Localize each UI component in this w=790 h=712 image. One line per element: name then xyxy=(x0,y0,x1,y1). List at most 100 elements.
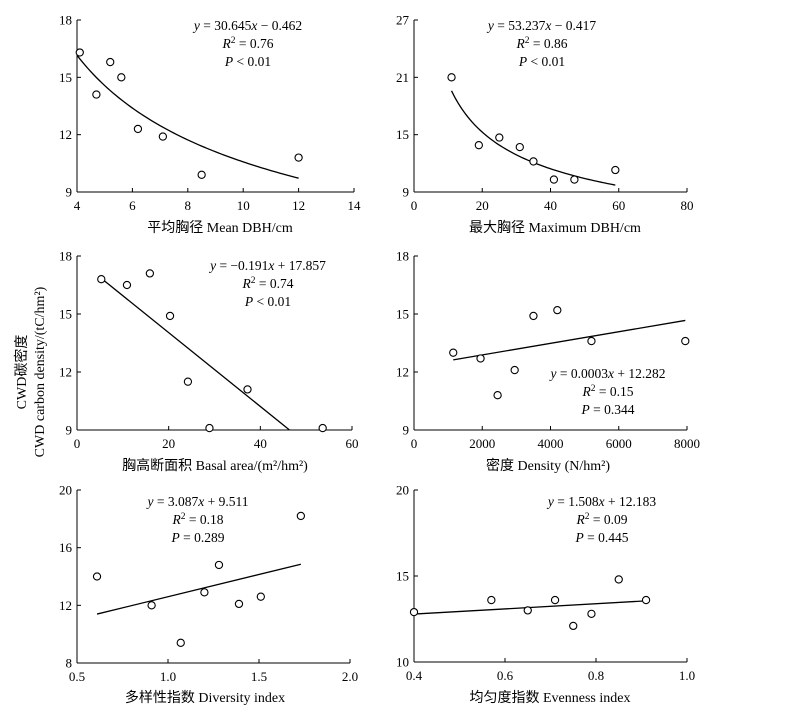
data-point xyxy=(256,592,265,601)
x-axis-label: 均匀度指数 Evenness index xyxy=(470,690,631,706)
data-point xyxy=(117,73,126,82)
data-point xyxy=(234,599,244,609)
p-value-text: P = 0.445 xyxy=(575,530,629,545)
x-tick-label: 2000 xyxy=(469,436,495,451)
x-tick-label: 60 xyxy=(612,198,625,213)
x-tick-label: 20 xyxy=(476,198,489,213)
data-point xyxy=(476,354,485,363)
x-tick-label: 6000 xyxy=(606,436,632,451)
x-tick-label: 20 xyxy=(162,436,175,451)
data-point xyxy=(200,588,209,597)
data-point xyxy=(294,153,303,162)
fit-line xyxy=(96,563,302,615)
equation-text: y = 0.0003x + 12.282 xyxy=(549,366,666,381)
data-point xyxy=(614,575,623,584)
x-tick-label: 2.0 xyxy=(342,669,358,684)
p-value-text: P < 0.01 xyxy=(224,54,271,69)
x-tick-label: 0.6 xyxy=(497,668,514,683)
data-point xyxy=(529,311,538,321)
data-point xyxy=(474,141,483,150)
panel-6: 10 15 20 0.4 0.6 0.8 1.0 y = 1.508x + 12.183 R2 … xyxy=(396,483,695,707)
data-point xyxy=(296,511,306,521)
p-value-text: P = 0.344 xyxy=(581,402,635,417)
y-tick-label: 9 xyxy=(66,423,73,438)
x-axis-label: 最大胸径 Maximum DBH/cm xyxy=(469,220,641,236)
x-tick-label: 0.8 xyxy=(588,668,604,683)
x-tick-label: 1.0 xyxy=(160,669,176,684)
x-tick-label: 40 xyxy=(254,436,267,451)
y-tick-label: 18 xyxy=(59,249,72,264)
fit-curve xyxy=(76,54,299,179)
x-tick-label: 0 xyxy=(74,436,81,451)
data-point xyxy=(587,336,596,346)
x-axis-label: 胸高断面积 Basal area/(m²/hm²) xyxy=(122,457,308,474)
equation-text: y = 30.645x − 0.462 xyxy=(192,18,302,33)
data-point xyxy=(176,638,185,647)
data-point xyxy=(549,175,559,184)
x-tick-label: 80 xyxy=(681,198,694,213)
x-tick-label: 40 xyxy=(544,198,557,213)
x-tick-label: 0.5 xyxy=(69,669,85,684)
x-axis-label: 密度 Density (N/hm²) xyxy=(486,457,610,474)
data-point xyxy=(214,560,224,570)
regression-annotation: y = 1.508x + 12.183 R2 = 0.09 P = 0.445 xyxy=(546,494,656,545)
data-point xyxy=(587,609,596,618)
x-tick-label: 8000 xyxy=(674,436,700,451)
regression-annotation: y = 3.087x + 9.511 R2 = 0.18 P = 0.289 xyxy=(146,494,249,545)
y-tick-label: 12 xyxy=(59,365,72,380)
fit-line xyxy=(99,276,290,431)
data-point xyxy=(515,142,524,152)
y-tick-label: 12 xyxy=(59,598,72,613)
x-tick-label: 1.0 xyxy=(679,668,695,683)
data-point xyxy=(529,157,538,166)
y-tick-label: 12 xyxy=(59,127,72,142)
data-point xyxy=(106,57,115,67)
data-point xyxy=(318,423,327,433)
data-point xyxy=(243,385,252,394)
data-point xyxy=(409,607,419,617)
y-tick-label: 9 xyxy=(66,185,73,200)
y-tick-label: 8 xyxy=(66,656,73,671)
x-tick-label: 4000 xyxy=(538,436,564,451)
fit-line xyxy=(453,319,686,361)
regression-annotation: y = 53.237x − 0.417 R2 = 0.86 P < 0.01 xyxy=(486,18,596,69)
shared-y-axis-label: CWD碳密度 CWD carbon density/(tC/hm²) xyxy=(13,286,48,457)
equation-text: y = −0.191x + 17.857 xyxy=(208,258,326,273)
data-point xyxy=(681,336,690,346)
x-tick-label: 1.5 xyxy=(251,669,267,684)
x-axis-label: 平均胸径 Mean DBH/cm xyxy=(147,220,293,236)
data-point xyxy=(553,305,562,315)
r2-text: R2 = 0.09 xyxy=(576,512,628,527)
r2-text: R2 = 0.86 xyxy=(516,36,568,51)
data-point xyxy=(92,572,102,581)
y-tick-label: 12 xyxy=(396,365,409,380)
data-point xyxy=(611,165,620,175)
p-value-text: P < 0.01 xyxy=(244,294,291,309)
data-point xyxy=(147,601,156,610)
x-tick-label: 0 xyxy=(411,198,418,213)
panel-4: 9 12 15 18 0 2000 4000 6000 8000 y = 0.0003x + 12… xyxy=(396,249,700,475)
data-point xyxy=(447,73,456,82)
data-point xyxy=(493,391,502,400)
y-tick-label: 15 xyxy=(396,307,409,322)
panels: 9 12 15 18 4 6 8 10 12 14 y = 30.645x − 0.462 R2 = … xyxy=(59,13,700,707)
p-value-text: P = 0.289 xyxy=(171,530,225,545)
y-tick-label: 18 xyxy=(396,249,409,264)
panel-1: 9 12 15 18 4 6 8 10 12 14 y = 30.645x − 0.462 R2 = … xyxy=(59,13,361,237)
y-tick-label: 20 xyxy=(59,483,72,498)
data-point xyxy=(122,280,132,290)
y-tick-label: 16 xyxy=(59,540,73,555)
x-tick-label: 12 xyxy=(292,198,305,213)
r2-text: R2 = 0.15 xyxy=(582,384,634,399)
data-point xyxy=(495,133,504,142)
data-point xyxy=(197,170,206,179)
p-value-text: P < 0.01 xyxy=(518,54,565,69)
x-tick-label: 0.4 xyxy=(406,668,423,683)
y-tick-label: 15 xyxy=(396,569,409,584)
regression-annotation: y = −0.191x + 17.857 R2 = 0.74 P < 0.01 xyxy=(208,258,326,309)
data-point xyxy=(92,90,101,99)
equation-text: y = 1.508x + 12.183 xyxy=(546,494,656,509)
y-tick-label: 21 xyxy=(396,70,409,85)
r2-text: R2 = 0.18 xyxy=(172,512,224,527)
